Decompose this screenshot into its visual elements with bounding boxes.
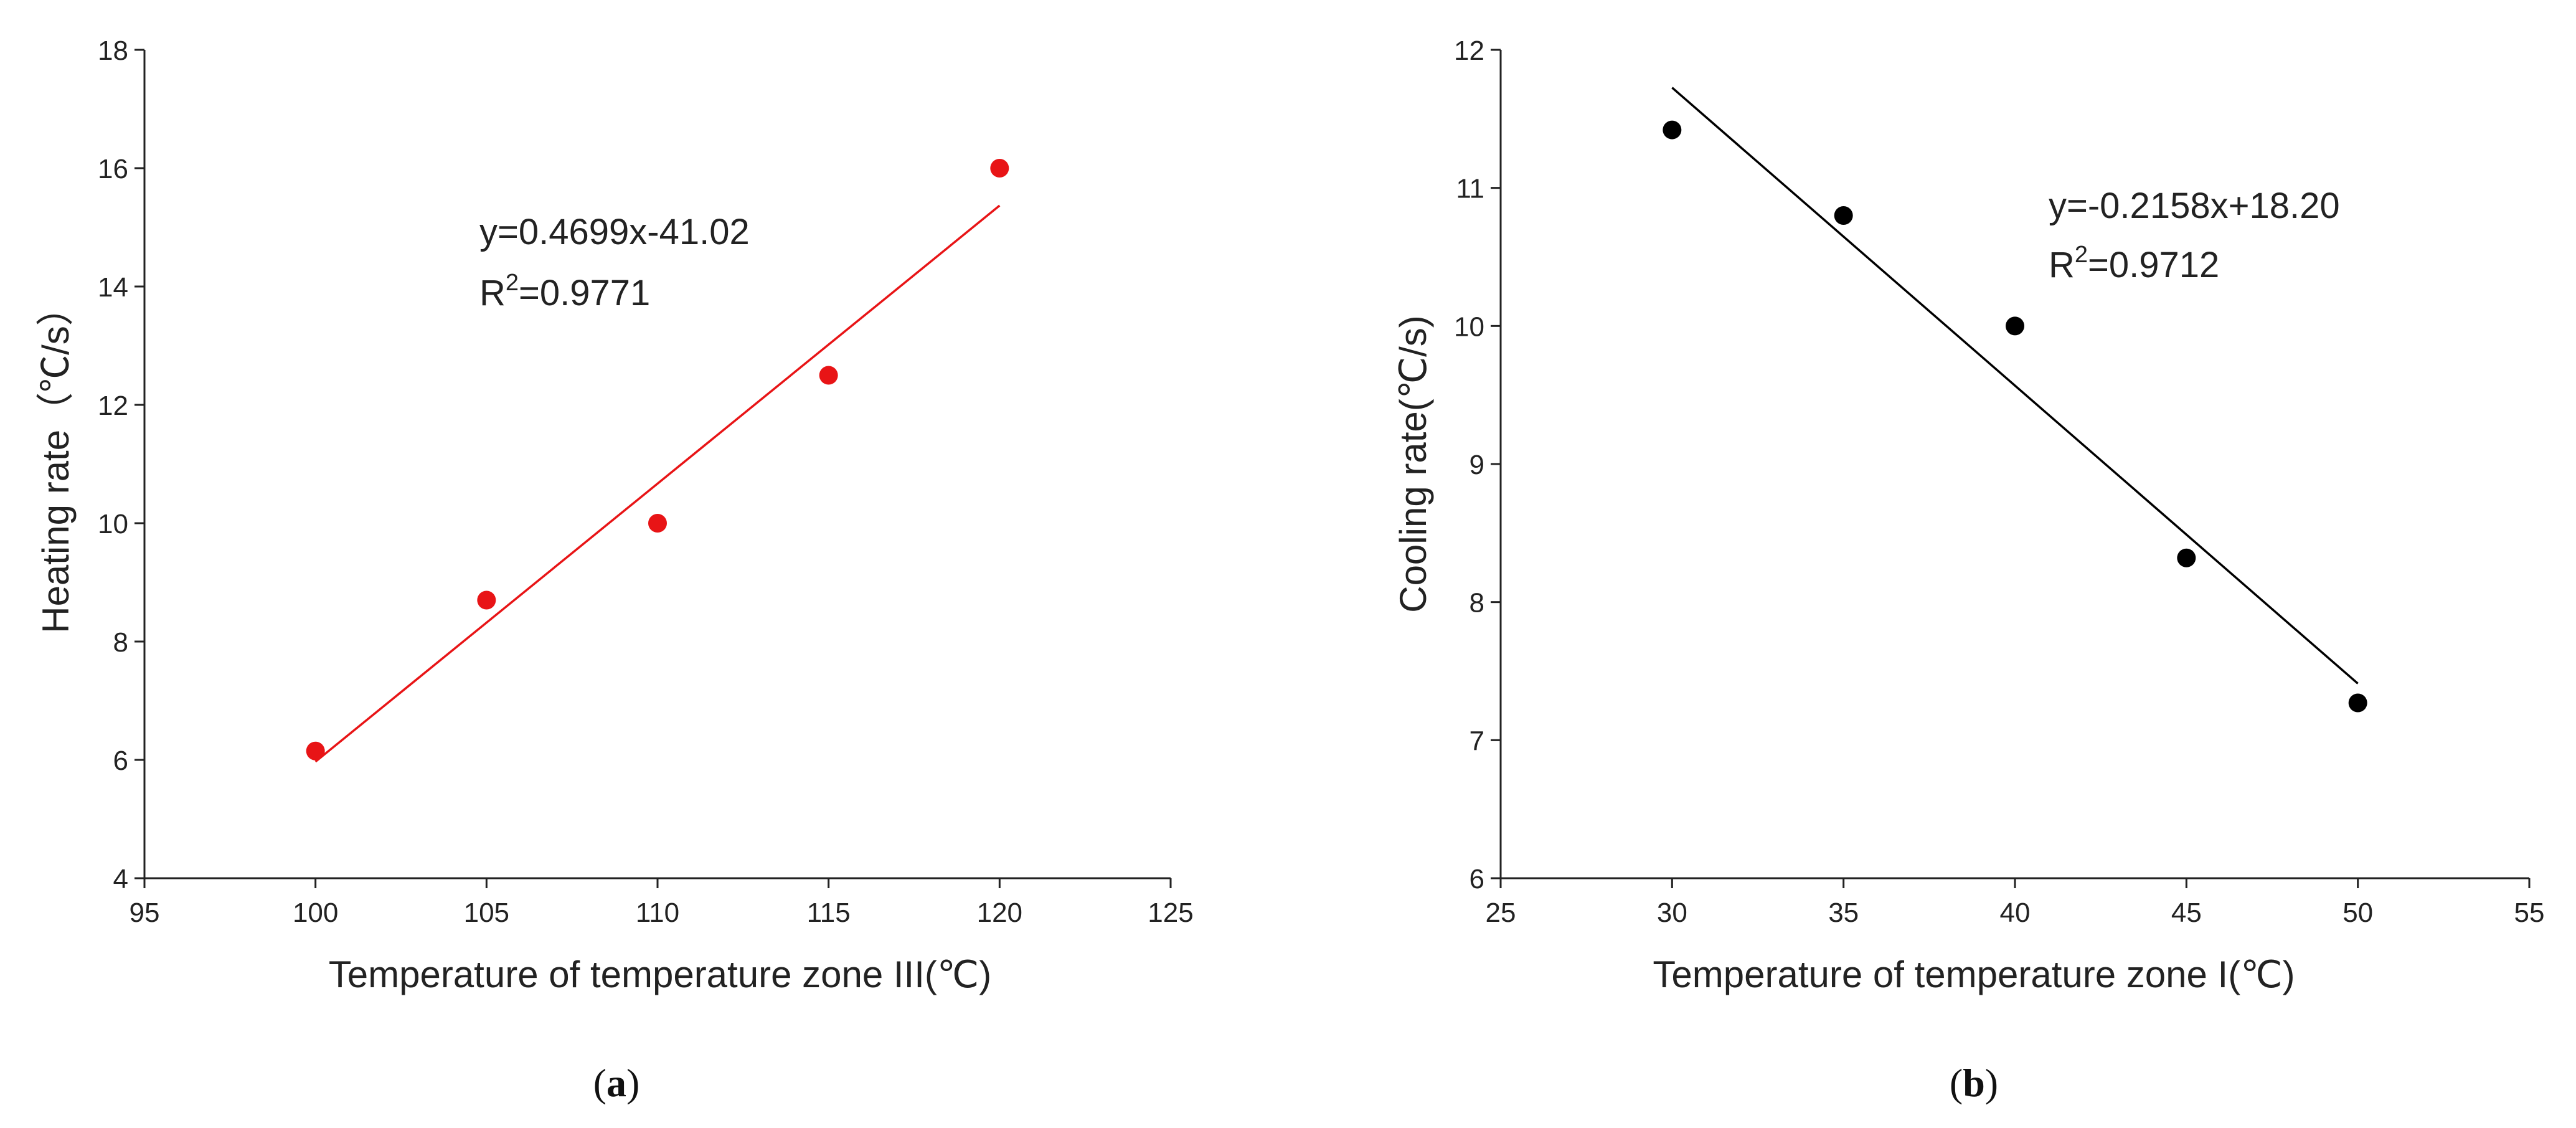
x-tick-label-b: 25	[1486, 898, 1516, 928]
r-squared-a-prefix: R	[479, 273, 506, 313]
y-tick-label-b: 8	[1470, 588, 1484, 619]
data-point-b	[2177, 548, 2196, 567]
y-tick-label-a: 16	[98, 154, 128, 184]
y-tick-label-b: 9	[1470, 450, 1484, 480]
caption-b-letter: b	[1963, 1061, 1985, 1105]
data-point-a	[477, 590, 496, 610]
x-tick-label-a: 105	[464, 898, 509, 928]
data-point-a	[990, 159, 1009, 178]
fit-line-a	[314, 204, 1001, 763]
equation-b: y=-0.2158x+18.20	[2049, 186, 2340, 226]
caption-a: (a)	[593, 1061, 640, 1105]
y-axis-label-b: Cooling rate(℃/s)	[1392, 315, 1434, 613]
y-tick-label-a: 8	[113, 627, 128, 658]
x-tick-label-a: 125	[1148, 898, 1193, 928]
r-squared-b-sup: 2	[2075, 242, 2088, 268]
y-tick-label-a: 10	[98, 509, 128, 539]
y-tick-label-a: 14	[98, 272, 128, 303]
y-tick-label-a: 18	[98, 36, 128, 66]
caption-b: (b)	[1950, 1061, 1998, 1105]
y-tick-label-b: 10	[1454, 311, 1484, 342]
data-point-a	[819, 366, 838, 385]
r-squared-a-value: =0.9771	[519, 273, 650, 313]
r-squared-a-sup: 2	[506, 270, 519, 296]
x-tick-label-a: 95	[130, 898, 160, 928]
x-tick-label-b: 40	[2000, 898, 2031, 928]
r-squared-b-prefix: R	[2049, 245, 2075, 285]
r-squared-b-value: =0.9712	[2088, 245, 2219, 285]
data-point-b	[1663, 120, 1682, 140]
data-point-b	[2006, 316, 2024, 336]
x-tick-label-b: 55	[2514, 898, 2545, 928]
y-tick-label-b: 6	[1470, 864, 1484, 894]
data-point-b	[1834, 206, 1853, 225]
x-tick-label-a: 100	[293, 898, 338, 928]
data-point-b	[2348, 693, 2367, 713]
panel-b: y=-0.2158x+18.20 R2=0.9712 Temperature o…	[1392, 36, 2544, 1105]
data-point-a	[648, 514, 667, 533]
x-tick-label-a: 110	[636, 898, 679, 928]
x-tick-label-b: 50	[2342, 898, 2373, 928]
caption-a-letter: a	[606, 1061, 626, 1105]
y-tick-label-a: 12	[98, 391, 128, 421]
panel-a: y=0.4699x-41.02 R2=0.9771 Temperature of…	[35, 36, 1194, 1105]
y-axis-label-a: Heating rate（℃/s）	[35, 288, 77, 633]
x-axis-label-b: Temperature of temperature zone I(℃)	[1653, 954, 2295, 995]
r-squared-a: R2=0.9771	[479, 270, 650, 313]
r-squared-b: R2=0.9712	[2049, 242, 2219, 285]
y-tick-label-a: 6	[113, 746, 128, 776]
y-tick-label-b: 11	[1456, 174, 1484, 204]
x-tick-label-b: 35	[1828, 898, 1859, 928]
fit-line-b	[1671, 87, 2359, 685]
y-tick-label-b: 12	[1454, 36, 1484, 66]
x-tick-label-b: 45	[2171, 898, 2202, 928]
data-point-a	[306, 741, 325, 761]
x-tick-label-b: 30	[1657, 898, 1687, 928]
x-axis-label-a: Temperature of temperature zone III(℃)	[329, 954, 992, 995]
x-tick-label-a: 115	[807, 898, 851, 928]
x-tick-label-a: 120	[977, 898, 1022, 928]
equation-a: y=0.4699x-41.02	[479, 212, 750, 252]
y-tick-label-a: 4	[113, 864, 128, 894]
y-tick-label-b: 7	[1470, 726, 1484, 756]
